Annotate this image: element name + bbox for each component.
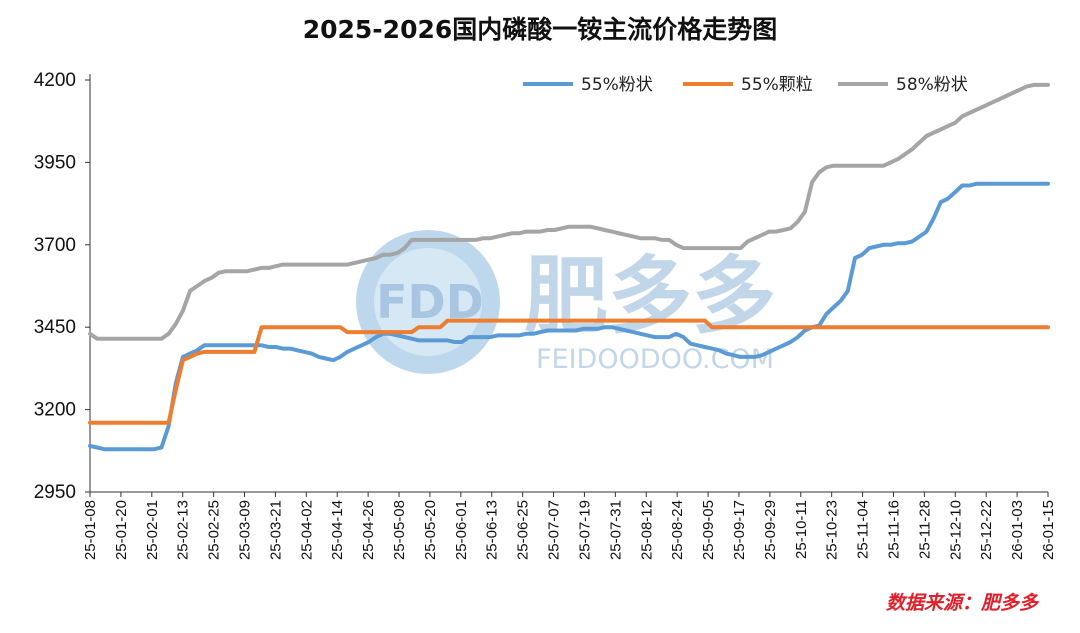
x-tick-label: 25-06-01 <box>453 500 470 560</box>
x-tick-label: 25-01-20 <box>113 500 130 560</box>
x-tick-label: 25-07-31 <box>607 500 624 560</box>
x-tick-label: 25-03-21 <box>267 500 284 560</box>
series-line-2 <box>88 318 1050 425</box>
legend-label-2: 55%颗粒 <box>741 75 813 95</box>
chart-title: 2025-2026国内磷酸一铵主流价格走势图 <box>302 15 778 44</box>
series-line-1 <box>88 181 1050 452</box>
x-tick-label: 25-02-01 <box>144 500 161 560</box>
x-tick-label: 25-08-24 <box>669 500 686 560</box>
x-tick-label: 25-11-16 <box>885 500 902 559</box>
x-tick-label: 25-05-20 <box>422 500 439 560</box>
x-tick-label: 25-11-04 <box>855 500 872 559</box>
x-tick-label: 25-07-19 <box>576 500 593 560</box>
y-tick-label: 3450 <box>34 317 76 338</box>
y-tick-label: 3700 <box>34 235 76 256</box>
x-tick-label: 25-12-10 <box>947 500 964 560</box>
x-tick-label: 26-01-15 <box>1040 500 1057 560</box>
x-tick-label: 25-02-25 <box>206 500 223 560</box>
x-tick-label: 25-10-11 <box>793 500 810 559</box>
y-tick-label: 4200 <box>34 70 76 91</box>
watermark-logo-inner <box>374 248 482 356</box>
x-tick-label: 25-05-08 <box>391 500 408 560</box>
x-tick-label: 25-02-13 <box>175 500 192 560</box>
x-tick-label: 25-09-29 <box>762 500 779 560</box>
x-tick-label: 25-06-13 <box>484 500 501 560</box>
x-tick-label: 25-07-07 <box>546 500 563 560</box>
x-tick-label: 25-08-12 <box>638 500 655 560</box>
x-tick-label: 25-12-22 <box>978 500 995 560</box>
x-tick-label: 25-10-23 <box>824 500 841 560</box>
x-tick-label: 25-09-05 <box>700 500 717 560</box>
x-tick-label: 25-01-08 <box>82 500 99 560</box>
x-tick-label: 25-04-26 <box>360 500 377 560</box>
y-tick-label: 2950 <box>34 482 76 503</box>
series-line-3 <box>88 82 1050 341</box>
y-tick-label: 3950 <box>34 152 76 173</box>
x-tick-label: 25-03-09 <box>237 500 254 560</box>
watermark-url: FEIDOODOO.COM <box>536 344 774 375</box>
x-tick-label: 25-04-14 <box>329 500 346 560</box>
x-tick-label: 26-01-03 <box>1009 500 1026 560</box>
x-tick-label: 25-04-02 <box>298 500 315 560</box>
x-tick-label: 25-11-28 <box>916 500 933 559</box>
legend-label-3: 58%粉状 <box>896 75 968 95</box>
source-note: 数据来源：肥多多 <box>885 592 1038 614</box>
y-tick-label: 3200 <box>34 400 76 421</box>
legend-label-1: 55%粉状 <box>581 75 653 95</box>
x-tick-label: 25-09-17 <box>731 500 748 560</box>
watermark-logo-circle <box>356 230 500 374</box>
x-tick-label: 25-06-25 <box>515 500 532 560</box>
